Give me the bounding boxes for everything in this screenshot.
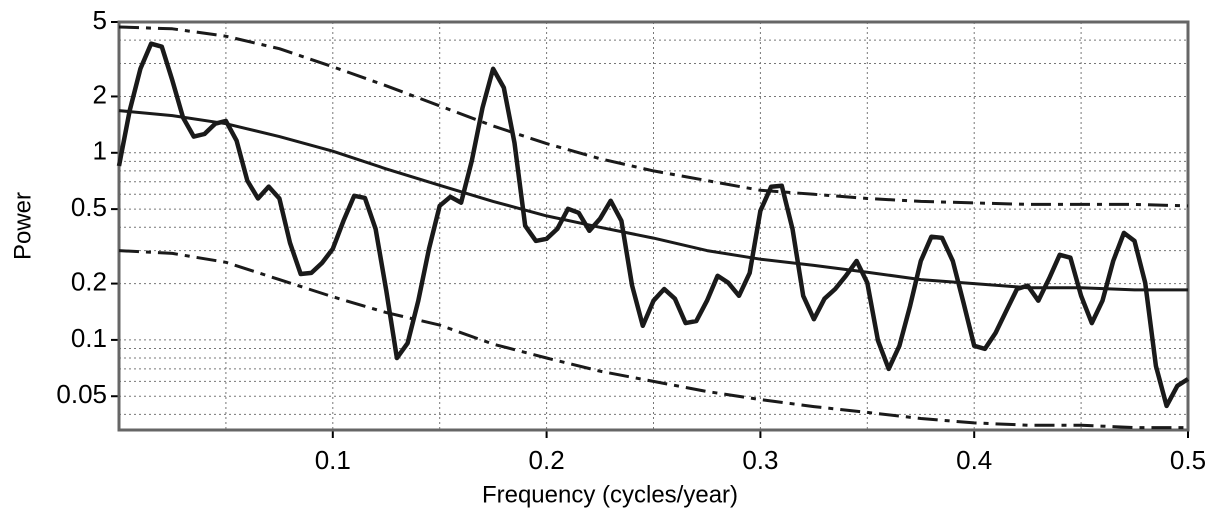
x-tick-label: 0.1 bbox=[315, 445, 351, 475]
x-tick-label: 0.5 bbox=[1170, 445, 1206, 475]
y-tick-label: 0.2 bbox=[71, 266, 107, 296]
line-series bbox=[116, 41, 1190, 409]
line-series bbox=[118, 249, 1188, 430]
y-tick-label: 0.5 bbox=[71, 192, 107, 222]
y-tick-label: 0.05 bbox=[56, 379, 107, 409]
y-tick-label: 5 bbox=[93, 5, 107, 35]
y-tick-label: 2 bbox=[93, 79, 107, 109]
x-tick-label: 0.2 bbox=[529, 445, 565, 475]
y-axis-title: Power bbox=[9, 192, 36, 260]
x-tick-label: 0.3 bbox=[742, 445, 778, 475]
line-series bbox=[118, 109, 1188, 292]
x-tick-label: 0.4 bbox=[956, 445, 992, 475]
x-axis-title: Frequency (cycles/year) bbox=[482, 481, 738, 508]
y-tick-label: 0.1 bbox=[71, 323, 107, 353]
plot-frame bbox=[117, 20, 1190, 432]
y-tick-label: 1 bbox=[93, 136, 107, 166]
line-series bbox=[118, 25, 1189, 208]
